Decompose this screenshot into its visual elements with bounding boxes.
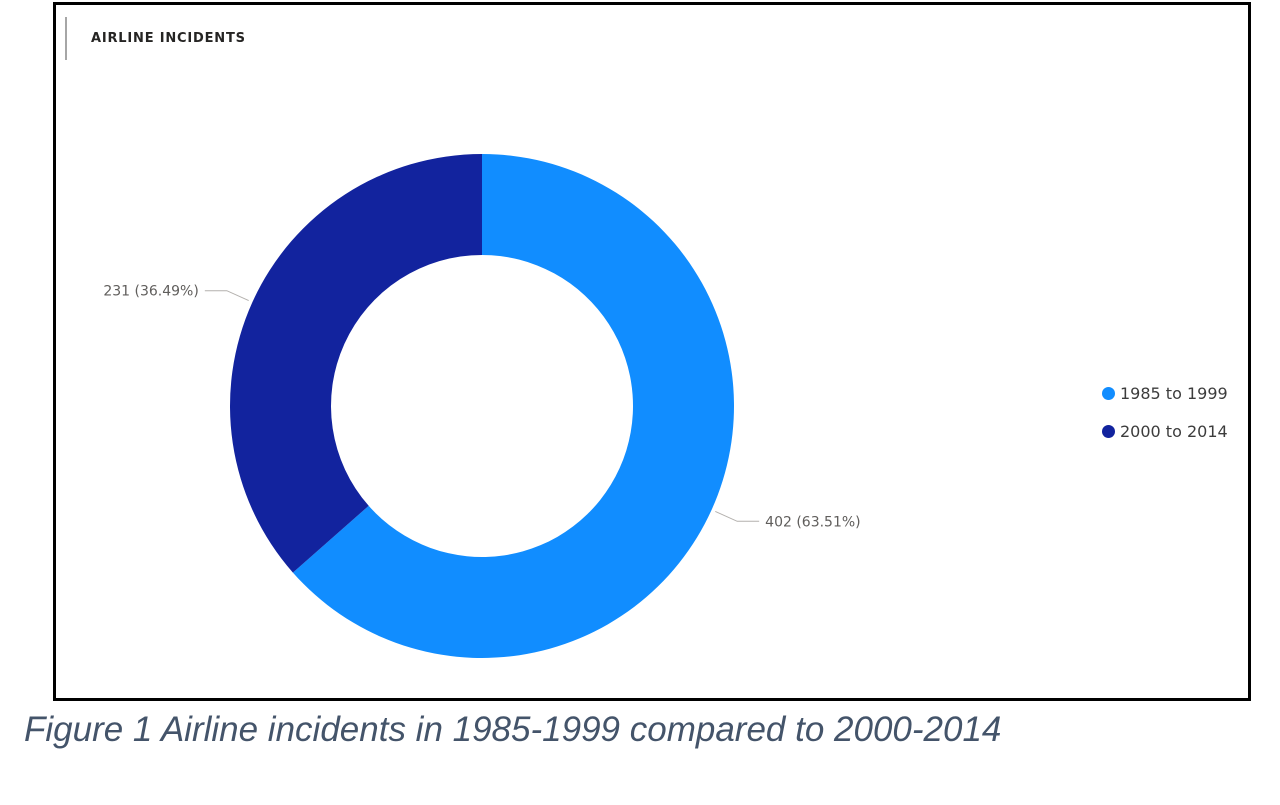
data-label-1: 402 (63.51%) xyxy=(765,514,860,530)
leader-line-2 xyxy=(204,290,249,302)
chart-title: AIRLINE INCIDENTS xyxy=(91,31,246,46)
legend-label: 1985 to 1999 xyxy=(1120,383,1228,403)
leader-line-1 xyxy=(715,510,760,522)
figure-caption: Figure 1 Airline incidents in 1985-1999 … xyxy=(24,710,1002,749)
legend-marker-icon xyxy=(1102,424,1115,438)
chart-legend: 1985 to 1999 2000 to 2014 xyxy=(1102,374,1228,450)
chart-header: AIRLINE INCIDENTS xyxy=(65,17,246,60)
legend-item-2000-2014[interactable]: 2000 to 2014 xyxy=(1102,412,1228,450)
donut-slice-1[interactable] xyxy=(292,154,734,658)
chart-frame: AIRLINE INCIDENTS 402 (63.51%) 231 (36.49… xyxy=(53,2,1251,701)
data-label-2: 231 (36.49%) xyxy=(103,284,198,300)
legend-item-1985-1999[interactable]: 1985 to 1999 xyxy=(1102,374,1228,412)
legend-marker-icon xyxy=(1102,386,1115,400)
legend-label: 2000 to 2014 xyxy=(1120,421,1228,441)
donut-chart: 402 (63.51%) 231 (36.49%) xyxy=(103,154,861,658)
donut-slice-2[interactable] xyxy=(229,154,482,573)
